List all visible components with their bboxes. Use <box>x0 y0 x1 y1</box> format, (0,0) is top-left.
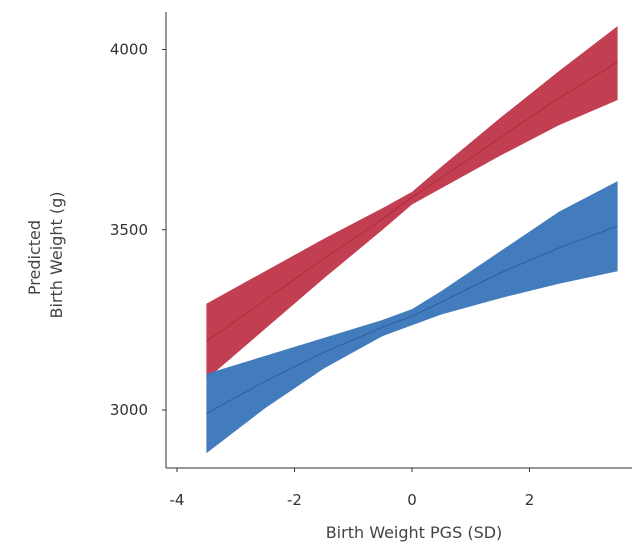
x-tick-label: -4 <box>170 491 185 509</box>
series-2-confidence-band <box>206 181 618 454</box>
series-2-mean-line <box>206 225 618 415</box>
x-axis-title: Birth Weight PGS (SD) <box>326 523 503 542</box>
x-tick-label: -2 <box>287 491 302 509</box>
x-tick-label: 0 <box>407 491 417 509</box>
y-tick-label: 3000 <box>110 401 148 419</box>
x-ticks: -4 -2 0 2 <box>170 468 535 509</box>
mean-lines <box>206 61 618 415</box>
x-tick-label: 2 <box>525 491 535 509</box>
y-axis-title-line-2: Birth Weight (g) <box>47 192 66 319</box>
series-1-confidence-band <box>206 26 618 380</box>
series-1-mean-line <box>206 61 618 342</box>
y-tick-label: 3500 <box>110 221 148 239</box>
y-ticks: 3000 3500 4000 <box>110 41 166 419</box>
y-axis-title-line-1: Predicted <box>25 220 44 295</box>
y-axis-title: Predicted Birth Weight (g) <box>25 192 66 319</box>
confidence-bands <box>206 26 618 454</box>
y-tick-label: 4000 <box>110 41 148 59</box>
